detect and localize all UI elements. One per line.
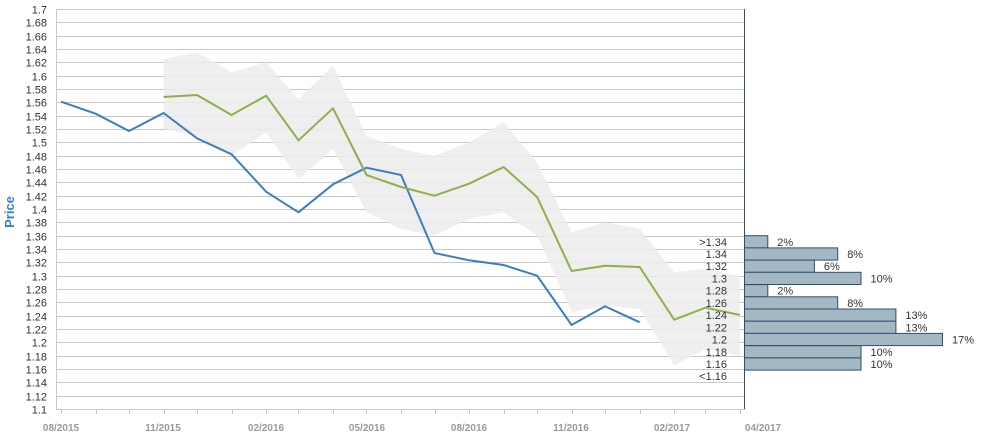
histogram-bar	[744, 345, 862, 359]
y-tick-label: 1.38	[26, 218, 47, 230]
histogram-bar-value: 8%	[847, 298, 863, 310]
y-axis-ticks: 1.11.121.141.161.181.21.221.241.261.281.…	[26, 5, 47, 417]
histogram-bar	[744, 284, 769, 298]
y-tick-label: 1.12	[26, 392, 47, 404]
histogram-bin-label: 1.18	[706, 347, 727, 359]
histogram-bin-label: <1.16	[699, 371, 727, 383]
y-tick-label: 1.4	[32, 205, 47, 217]
histogram-bin-label: 1.34	[706, 249, 727, 261]
forecast-price-line	[163, 94, 741, 321]
y-tick-label: 1.46	[26, 165, 47, 177]
y-tick-label: 1.14	[26, 378, 47, 390]
y-tick-label: 1.44	[26, 178, 47, 190]
histogram-bar	[744, 332, 943, 347]
histogram-bin-label: 1.24	[706, 310, 727, 322]
histogram-bar	[744, 296, 839, 310]
x-tick-label: 04/2017	[745, 423, 782, 434]
histogram-bar-value: 10%	[871, 359, 893, 371]
x-tick-label: 08/2016	[451, 423, 488, 434]
distribution-histogram: >1.34 2% 1.34 8% 1.32 6% 1.3 10% 1.28 2% 1.26 8% 1.2…	[699, 235, 974, 383]
histogram-bar	[744, 308, 897, 322]
y-tick-label: 1.18	[26, 352, 47, 364]
histogram-bar-value: 13%	[905, 310, 927, 322]
y-tick-label: 1.3	[32, 272, 47, 284]
x-tick-label: 11/2015	[145, 423, 181, 434]
y-tick-label: 1.42	[26, 192, 47, 204]
histogram-bar-value: 10%	[871, 347, 893, 359]
histogram-bin-label: >1.34	[699, 237, 727, 249]
histogram-bin-label: 1.22	[706, 322, 727, 334]
y-tick-label: 1.26	[26, 298, 47, 310]
histogram-bar-value: 10%	[871, 273, 893, 285]
histogram-bin-label: 1.26	[706, 298, 727, 310]
histogram-bin-label: 1.16	[706, 359, 727, 371]
y-tick-label: 1.6	[32, 72, 47, 84]
histogram-bar	[744, 320, 897, 334]
y-tick-label: 1.54	[26, 112, 47, 124]
x-tick-label: 05/2016	[349, 423, 386, 434]
y-tick-label: 1.32	[26, 258, 47, 270]
y-tick-label: 1.66	[26, 32, 47, 44]
y-tick-label: 1.52	[26, 125, 47, 137]
y-tick-label: 1.64	[26, 45, 47, 57]
x-tick-label: 08/2015	[43, 423, 80, 434]
y-tick-label: 1.24	[26, 312, 47, 324]
x-axis-ticks: 08/2015 11/2015 02/2016 05/2016 08/2016 11/20…	[43, 410, 782, 434]
y-tick-label: 1.22	[26, 325, 47, 337]
y-tick-label: 1.34	[26, 245, 47, 257]
y-tick-label: 1.48	[26, 152, 47, 164]
y-axis-label: Price	[2, 196, 17, 228]
histogram-bar	[744, 247, 839, 261]
histogram-bar-value: 13%	[905, 322, 927, 334]
histogram-bar	[744, 271, 862, 285]
y-tick-label: 1.62	[26, 58, 47, 70]
y-tick-label: 1.7	[32, 5, 47, 17]
y-tick-label: 1.2	[32, 338, 47, 350]
histogram-bar-value: 8%	[847, 249, 863, 261]
x-tick-label: 11/2016	[553, 423, 589, 434]
histogram-bar-value: 2%	[777, 237, 793, 249]
historical-price-line	[60, 100, 641, 326]
y-tick-label: 1.36	[26, 232, 47, 244]
histogram-bin-label: 1.32	[706, 261, 727, 273]
histogram-bar-value: 17%	[952, 335, 974, 347]
histogram-bin-label: 1.28	[706, 286, 727, 298]
y-tick-label: 1.1	[32, 405, 47, 417]
histogram-bar	[744, 235, 769, 249]
y-tick-label: 1.58	[26, 85, 47, 97]
y-tick-label: 1.16	[26, 365, 47, 377]
series-lines-layer	[60, 94, 741, 326]
y-tick-label: 1.28	[26, 285, 47, 297]
y-tick-label: 1.56	[26, 98, 47, 110]
x-tick-label: 02/2017	[654, 423, 691, 434]
histogram-bar-value: 2%	[777, 286, 793, 298]
histogram-bin-label: 1.3	[712, 273, 727, 285]
histogram-bar	[744, 259, 815, 273]
histogram-bar-value: 6%	[824, 261, 840, 273]
histogram-bar	[744, 357, 862, 371]
histogram-bin-label: 1.2	[712, 335, 727, 347]
y-tick-label: 1.68	[26, 18, 47, 30]
x-tick-label: 02/2016	[248, 423, 285, 434]
y-tick-label: 1.5	[32, 138, 47, 150]
